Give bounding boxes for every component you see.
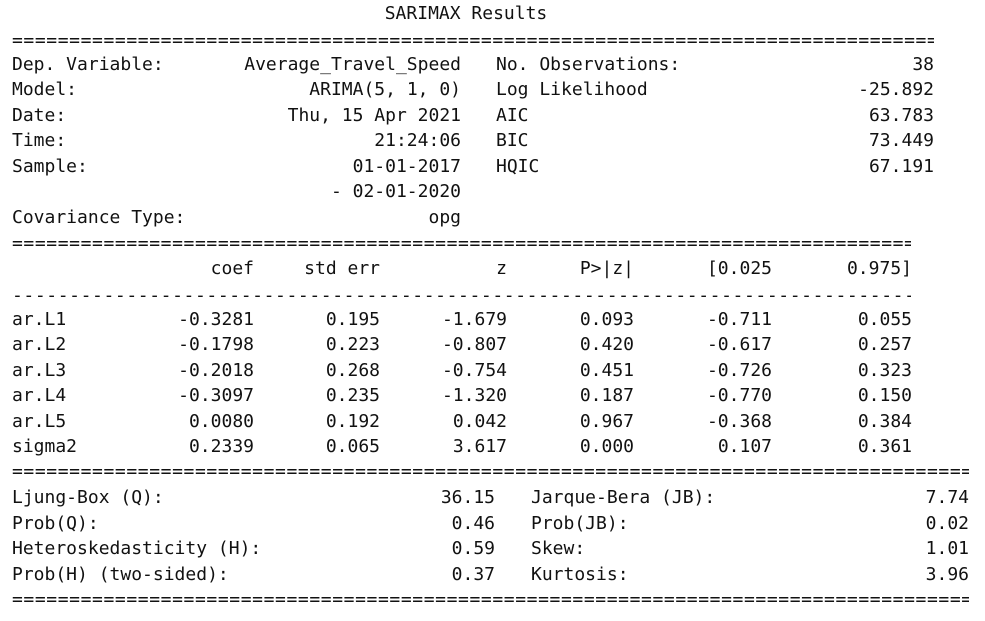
coef-cell-ci-upper: 0.257 (857, 334, 912, 355)
coef-cell-ci-upper: 0.384 (857, 411, 912, 432)
coef-cell-p-value: 0.187 (579, 385, 634, 406)
summary-label-time: Time: (12, 130, 67, 151)
coef-header-p-value: P>|z| (579, 258, 634, 279)
summary-value-covariance-type: opg (428, 207, 461, 228)
diag-label-prob-q: Prob(Q): (12, 513, 99, 534)
coef-cell-p-value: 0.967 (579, 411, 634, 432)
coef-cell-ci-lower: -0.711 (706, 309, 772, 330)
diag-value-prob-h: 0.37 (451, 564, 495, 585)
coef-row-name: ar.L1 (12, 309, 67, 330)
double-rule-top: ========================================… (12, 34, 934, 48)
summary-label-no-observations: No. Observations: (496, 54, 681, 75)
summary-value-date: Thu, 15 Apr 2021 (287, 105, 461, 126)
coef-row-name: ar.L3 (12, 360, 67, 381)
coef-cell-z: -0.754 (441, 360, 507, 381)
coef-cell-coef: 0.2339 (188, 436, 254, 457)
coef-cell-std-err: 0.065 (325, 436, 380, 457)
diag-label-prob-jb: Prob(JB): (531, 513, 629, 534)
coef-cell-std-err: 0.192 (325, 411, 380, 432)
coef-cell-z: -1.679 (441, 309, 507, 330)
diag-label-kurtosis: Kurtosis: (531, 564, 629, 585)
coef-cell-std-err: 0.195 (325, 309, 380, 330)
coef-row-name: ar.L5 (12, 411, 67, 432)
summary-value-bic: 73.449 (868, 130, 934, 151)
summary-label-date: Date: (12, 105, 67, 126)
diag-label-prob-h: Prob(H) (two-sided): (12, 564, 229, 585)
coef-cell-std-err: 0.223 (325, 334, 380, 355)
coef-cell-coef: -0.2018 (178, 360, 254, 381)
summary-value-sample-start: 01-01-2017 (352, 156, 461, 177)
coef-cell-std-err: 0.268 (325, 360, 380, 381)
summary-label-aic: AIC (496, 105, 529, 126)
summary-label-bic: BIC (496, 130, 529, 151)
coef-cell-ci-lower: -0.368 (706, 411, 772, 432)
coef-row-name: ar.L4 (12, 385, 67, 406)
summary-label-dep-variable: Dep. Variable: (12, 54, 164, 75)
coef-cell-p-value: 0.093 (579, 309, 634, 330)
double-rule-coef-top: ========================================… (12, 237, 911, 251)
summary-label-log-likelihood: Log Likelihood (496, 79, 648, 100)
coef-header-std-err: std err (304, 258, 380, 279)
diag-value-ljung-box: 36.15 (440, 487, 495, 508)
coef-cell-coef: -0.3281 (178, 309, 254, 330)
diag-value-prob-jb: 0.02 (925, 513, 969, 534)
coef-row-name: sigma2 (12, 436, 78, 457)
double-rule-diagnostics-top: ========================================… (12, 465, 969, 479)
diag-value-skew: 1.01 (925, 538, 969, 559)
diag-label-ljung-box: Ljung-Box (Q): (12, 487, 164, 508)
coef-cell-ci-lower: -0.726 (706, 360, 772, 381)
diag-label-skew: Skew: (531, 538, 586, 559)
dash-rule: ----------------------------------------… (12, 289, 911, 303)
coef-cell-coef: -0.1798 (178, 334, 254, 355)
coef-cell-p-value: 0.420 (579, 334, 634, 355)
diag-value-kurtosis: 3.96 (925, 564, 969, 585)
summary-label-covariance-type: Covariance Type: (12, 207, 186, 228)
coef-header-ci-lower: [0.025 (706, 258, 772, 279)
coef-row-name: ar.L2 (12, 334, 67, 355)
coef-cell-p-value: 0.451 (579, 360, 634, 381)
coef-cell-ci-upper: 0.150 (857, 385, 912, 406)
coef-cell-coef: 0.0080 (188, 411, 254, 432)
coef-header-ci-upper: 0.975] (846, 258, 912, 279)
coef-cell-std-err: 0.235 (325, 385, 380, 406)
coef-cell-p-value: 0.000 (579, 436, 634, 457)
coef-cell-ci-lower: -0.617 (706, 334, 772, 355)
summary-value-log-likelihood: -25.892 (858, 79, 934, 100)
coef-cell-z: 0.042 (452, 411, 507, 432)
diag-label-heteroskedasticity: Heteroskedasticity (H): (12, 538, 262, 559)
coef-cell-z: -0.807 (441, 334, 507, 355)
coef-cell-ci-lower: -0.770 (706, 385, 772, 406)
summary-value-aic: 63.783 (868, 105, 934, 126)
summary-label-model: Model: (12, 79, 78, 100)
coef-cell-ci-upper: 0.361 (857, 436, 912, 457)
coef-header-z: z (496, 258, 507, 279)
coef-header-coef: coef (210, 258, 254, 279)
coef-cell-ci-upper: 0.055 (857, 309, 912, 330)
summary-value-time: 21:24:06 (374, 130, 461, 151)
diag-value-prob-q: 0.46 (451, 513, 495, 534)
diag-value-jarque-bera: 7.74 (925, 487, 969, 508)
summary-value-hqic: 67.191 (868, 156, 934, 177)
coef-cell-ci-upper: 0.323 (857, 360, 912, 381)
summary-value-dep-variable: Average_Travel_Speed (244, 54, 461, 75)
diag-label-jarque-bera: Jarque-Bera (JB): (531, 487, 716, 508)
summary-value-model: ARIMA(5, 1, 0) (309, 79, 461, 100)
coef-cell-ci-lower: 0.107 (717, 436, 772, 457)
summary-label-hqic: HQIC (496, 156, 540, 177)
results-title: SARIMAX Results (384, 3, 548, 24)
summary-label-sample: Sample: (12, 156, 88, 177)
summary-value-no-observations: 38 (912, 54, 934, 75)
coef-cell-z: -1.320 (441, 385, 507, 406)
summary-value-sample-end: - 02-01-2020 (330, 181, 461, 202)
diag-value-heteroskedasticity: 0.59 (451, 538, 495, 559)
coef-cell-z: 3.617 (452, 436, 507, 457)
coef-cell-coef: -0.3097 (178, 385, 254, 406)
double-rule-bottom: ========================================… (12, 593, 969, 607)
